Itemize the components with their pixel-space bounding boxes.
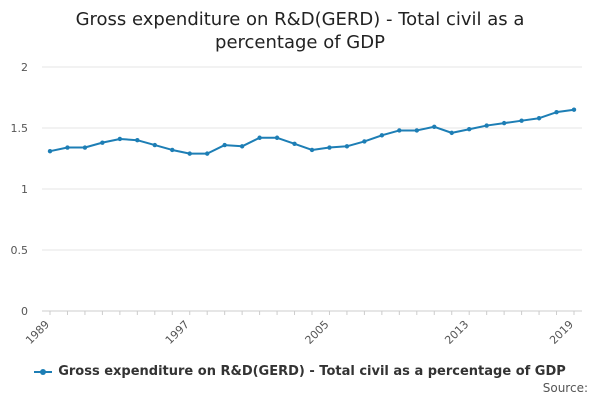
data-point — [327, 145, 332, 150]
y-tick-label: 0 — [21, 305, 28, 318]
data-point — [467, 127, 472, 132]
data-point — [362, 139, 367, 144]
data-point — [152, 142, 157, 148]
data-point — [117, 136, 123, 142]
source-label: Source: — [542, 381, 588, 395]
x-tick-label: 2019 — [547, 318, 576, 347]
data-point — [222, 142, 227, 148]
data-point — [414, 128, 419, 133]
data-point — [484, 123, 489, 128]
data-point — [571, 107, 577, 112]
data-point — [397, 128, 402, 133]
y-tick-label: 0.5 — [11, 244, 29, 257]
data-point — [309, 147, 315, 153]
data-point — [519, 118, 524, 123]
data-point — [344, 144, 350, 149]
data-point — [432, 124, 437, 129]
data-point — [536, 116, 542, 121]
data-point — [100, 140, 105, 145]
data-point — [135, 138, 140, 143]
legend-label: Gross expenditure on R&D(GERD) - Total c… — [58, 364, 566, 379]
data-point — [170, 147, 175, 153]
y-tick-label: 2 — [21, 61, 28, 74]
data-point — [274, 135, 280, 140]
x-tick-label: 1997 — [163, 318, 192, 347]
data-point — [82, 145, 88, 150]
legend[interactable]: Gross expenditure on R&D(GERD) - Total c… — [0, 364, 600, 379]
y-tick-label: 1.5 — [11, 122, 29, 135]
x-tick-label: 1989 — [23, 318, 52, 347]
data-point — [379, 133, 385, 138]
data-point — [239, 144, 245, 149]
data-point — [257, 135, 262, 140]
series-line — [49, 108, 575, 155]
data-point — [47, 148, 53, 154]
x-tick-label: 2013 — [442, 318, 471, 347]
data-point — [449, 130, 454, 136]
data-point — [292, 141, 297, 147]
data-point — [65, 145, 70, 150]
data-point — [205, 151, 210, 156]
data-point — [187, 151, 192, 156]
data-point — [554, 109, 559, 115]
data-point — [501, 120, 507, 126]
x-tick-label: 2005 — [303, 318, 332, 347]
y-tick-label: 1 — [21, 183, 28, 196]
legend-marker-icon — [34, 367, 53, 377]
chart-title: Gross expenditure on R&D(GERD) - Total c… — [75, 9, 525, 53]
